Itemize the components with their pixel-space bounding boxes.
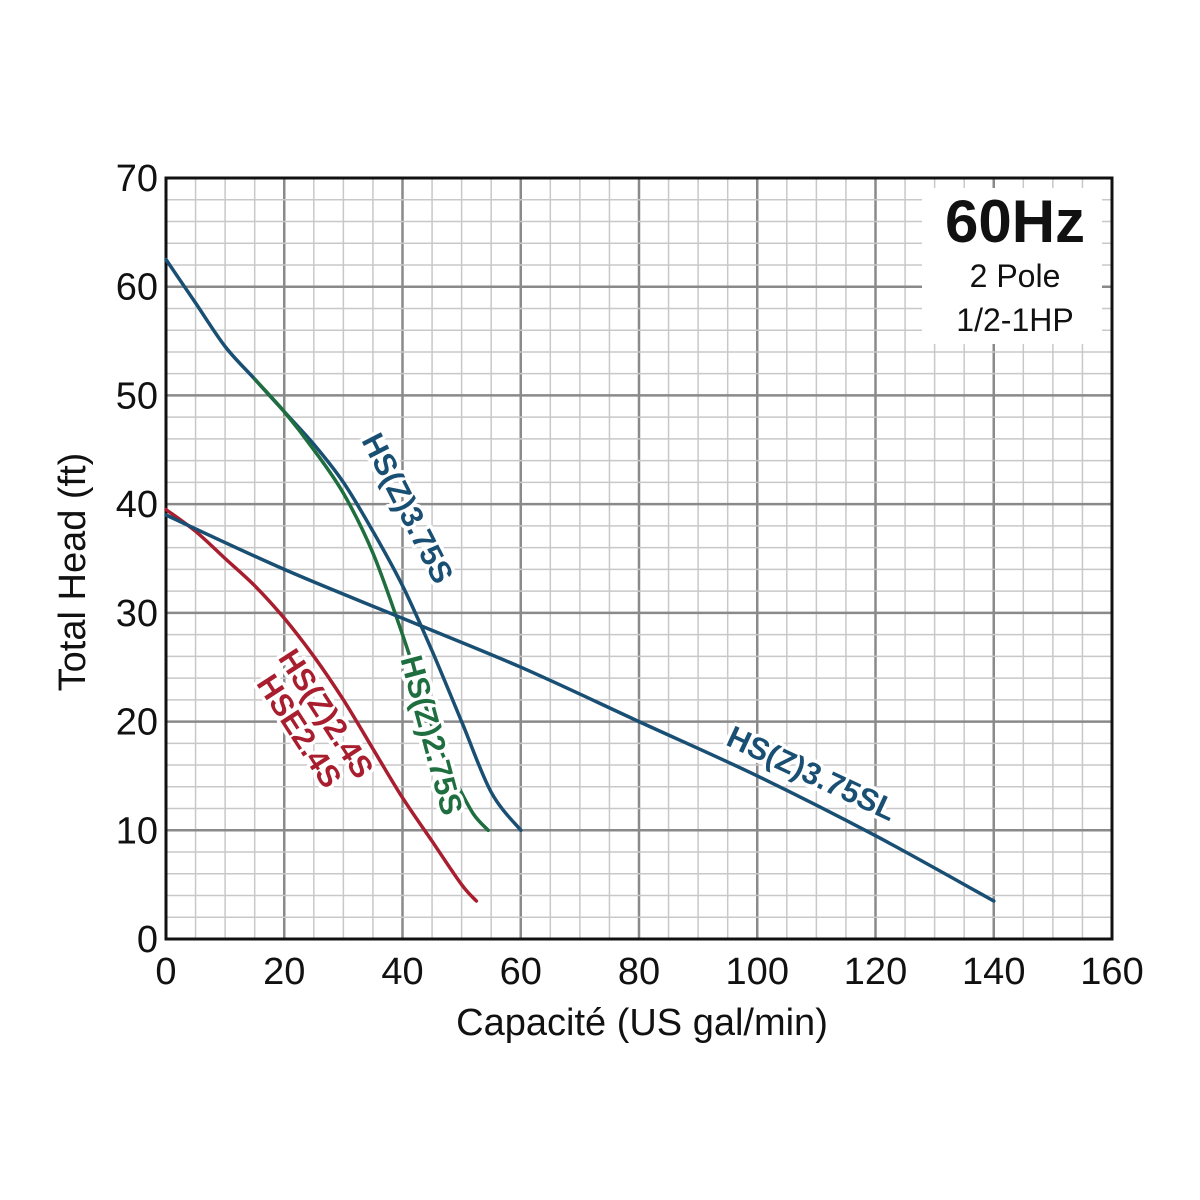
info-box-line-poles: 2 Pole [970,258,1061,294]
y-tick-label: 0 [137,919,158,961]
plot-border [164,176,1114,941]
series-lines [164,257,996,903]
info-box-background [922,188,1102,344]
x-tick-label: 0 [155,951,176,993]
x-tick-label: 60 [500,951,542,993]
info-box-title: 60Hz [945,188,1085,255]
y-tick-label: 70 [116,158,158,200]
x-tick-label: 100 [726,951,789,993]
series-line-hsz24s-hse24s [164,507,479,903]
y-tick-label: 40 [116,484,158,526]
y-tick-label: 30 [116,593,158,635]
x-tick-label: 160 [1080,951,1143,993]
series-line-hsz375sl [164,513,996,903]
y-tick-label: 60 [116,267,158,309]
y-axis-label: Total Head (ft) [52,453,94,692]
y-tick-label: 20 [116,702,158,744]
grid [164,176,1114,941]
x-tick-label: 40 [381,951,423,993]
info-box-line-power: 1/2-1HP [956,302,1073,338]
series-line-hsz375s [164,257,523,833]
x-tick-label: 20 [263,951,305,993]
x-tick-label: 140 [962,951,1025,993]
x-tick-label: 120 [844,951,907,993]
tick-labels: 0 20 40 60 80 100 120 140 160 0 10 20 30 40 50 60 70 [116,158,1144,993]
y-tick-label: 50 [116,375,158,417]
series-line-hsz275s [252,377,490,833]
x-tick-label: 80 [618,951,660,993]
x-axis-label: Capacité (US gal/min) [456,1002,828,1044]
plot-frame [164,176,1114,941]
y-tick-label: 10 [116,810,158,852]
info-box: 60Hz 2 Pole 1/2-1HP [922,188,1102,344]
